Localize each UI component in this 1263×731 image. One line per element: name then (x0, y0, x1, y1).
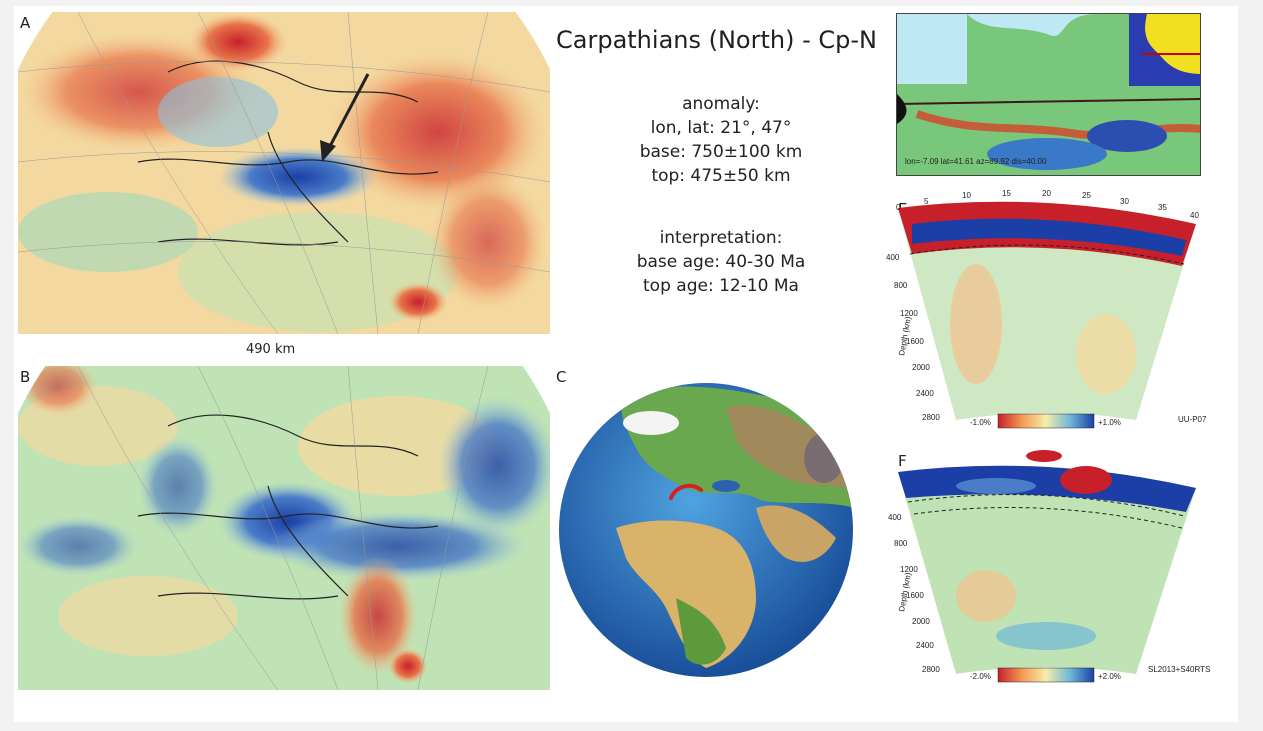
colorbar (997, 413, 1095, 429)
depth-axis-label: Depth (km) (897, 315, 913, 356)
anomaly-lonlat: lon, lat: 21°, 47° (650, 118, 792, 138)
depth-tick: 1600 (906, 337, 924, 346)
anomaly-heading: anomaly: (682, 94, 760, 114)
map-a-tomography (18, 12, 550, 334)
distance-tick: 20 (1042, 189, 1051, 198)
distance-tick: 40 (1190, 211, 1199, 220)
cross-section-f: 400 800 1200 1600 2000 2400 2800 Depth (… (866, 446, 1218, 690)
distance-tick: 25 (1082, 191, 1091, 200)
depth-tick: 1600 (906, 591, 924, 600)
cross-section-e: 0 5 10 15 20 25 30 35 40 400 800 1200 16… (866, 184, 1218, 436)
depth-tick: 400 (886, 253, 900, 262)
distance-tick: 15 (1002, 189, 1011, 198)
interpretation-heading: interpretation: (659, 228, 783, 248)
distance-tick: 10 (962, 191, 971, 200)
map-d-caption: lon=-7.09 lat=41.61 az=89.92 dis=40.00 (905, 157, 1047, 166)
panel-label-b: B (20, 368, 31, 386)
panel-label-c: C (556, 368, 567, 386)
map-d-topography: lon=-7.09 lat=41.61 az=89.92 dis=40.00 (896, 13, 1201, 176)
depth-tick: 800 (894, 539, 908, 548)
interpretation-base-age: base age: 40-30 Ma (636, 252, 806, 272)
interpretation-block: interpretation: base age: 40-30 Ma top a… (596, 226, 846, 298)
arrow-anomaly (326, 73, 370, 151)
map-b-tomography (18, 366, 550, 690)
anomaly-block: anomaly: lon, lat: 21°, 47° base: 750±10… (596, 92, 846, 188)
depth-tick: 2000 (912, 363, 930, 372)
globe-map (556, 368, 858, 688)
model-label: UU-P07 (1178, 415, 1207, 424)
depth-tick: 400 (888, 513, 902, 522)
depth-tick: 2800 (922, 413, 940, 422)
depth-tick: 800 (894, 281, 908, 290)
panel-label-a: A (20, 14, 31, 32)
colorbar-max: +1.0% (1098, 418, 1121, 427)
distance-tick: 35 (1158, 203, 1167, 212)
distance-tick: 30 (1120, 197, 1129, 206)
depth-tick: 2400 (916, 389, 934, 398)
distance-tick: 5 (924, 197, 929, 206)
depth-tick: 1200 (900, 565, 918, 574)
anomaly-top: top: 475±50 km (651, 166, 791, 186)
model-label: SL2013+S40RTS (1148, 665, 1210, 674)
colorbar-min: -1.0% (970, 418, 991, 427)
depth-tick: 2400 (916, 641, 934, 650)
depth-tick: 2800 (922, 665, 940, 674)
distance-tick: 0 (896, 203, 901, 212)
depth-slice-label: 490 km (246, 342, 296, 357)
depth-tick: 2000 (912, 617, 930, 626)
depth-tick: 1200 (900, 309, 918, 318)
colorbar (997, 667, 1095, 683)
interpretation-top-age: top age: 12-10 Ma (643, 276, 799, 296)
anomaly-base: base: 750±100 km (639, 142, 803, 162)
anomaly-marker (669, 483, 703, 500)
colorbar-min: -2.0% (970, 672, 991, 681)
figure-title: Carpathians (North) - Cp-N (556, 26, 877, 54)
colorbar-max: +2.0% (1098, 672, 1121, 681)
panel-label-f: F (898, 452, 907, 470)
